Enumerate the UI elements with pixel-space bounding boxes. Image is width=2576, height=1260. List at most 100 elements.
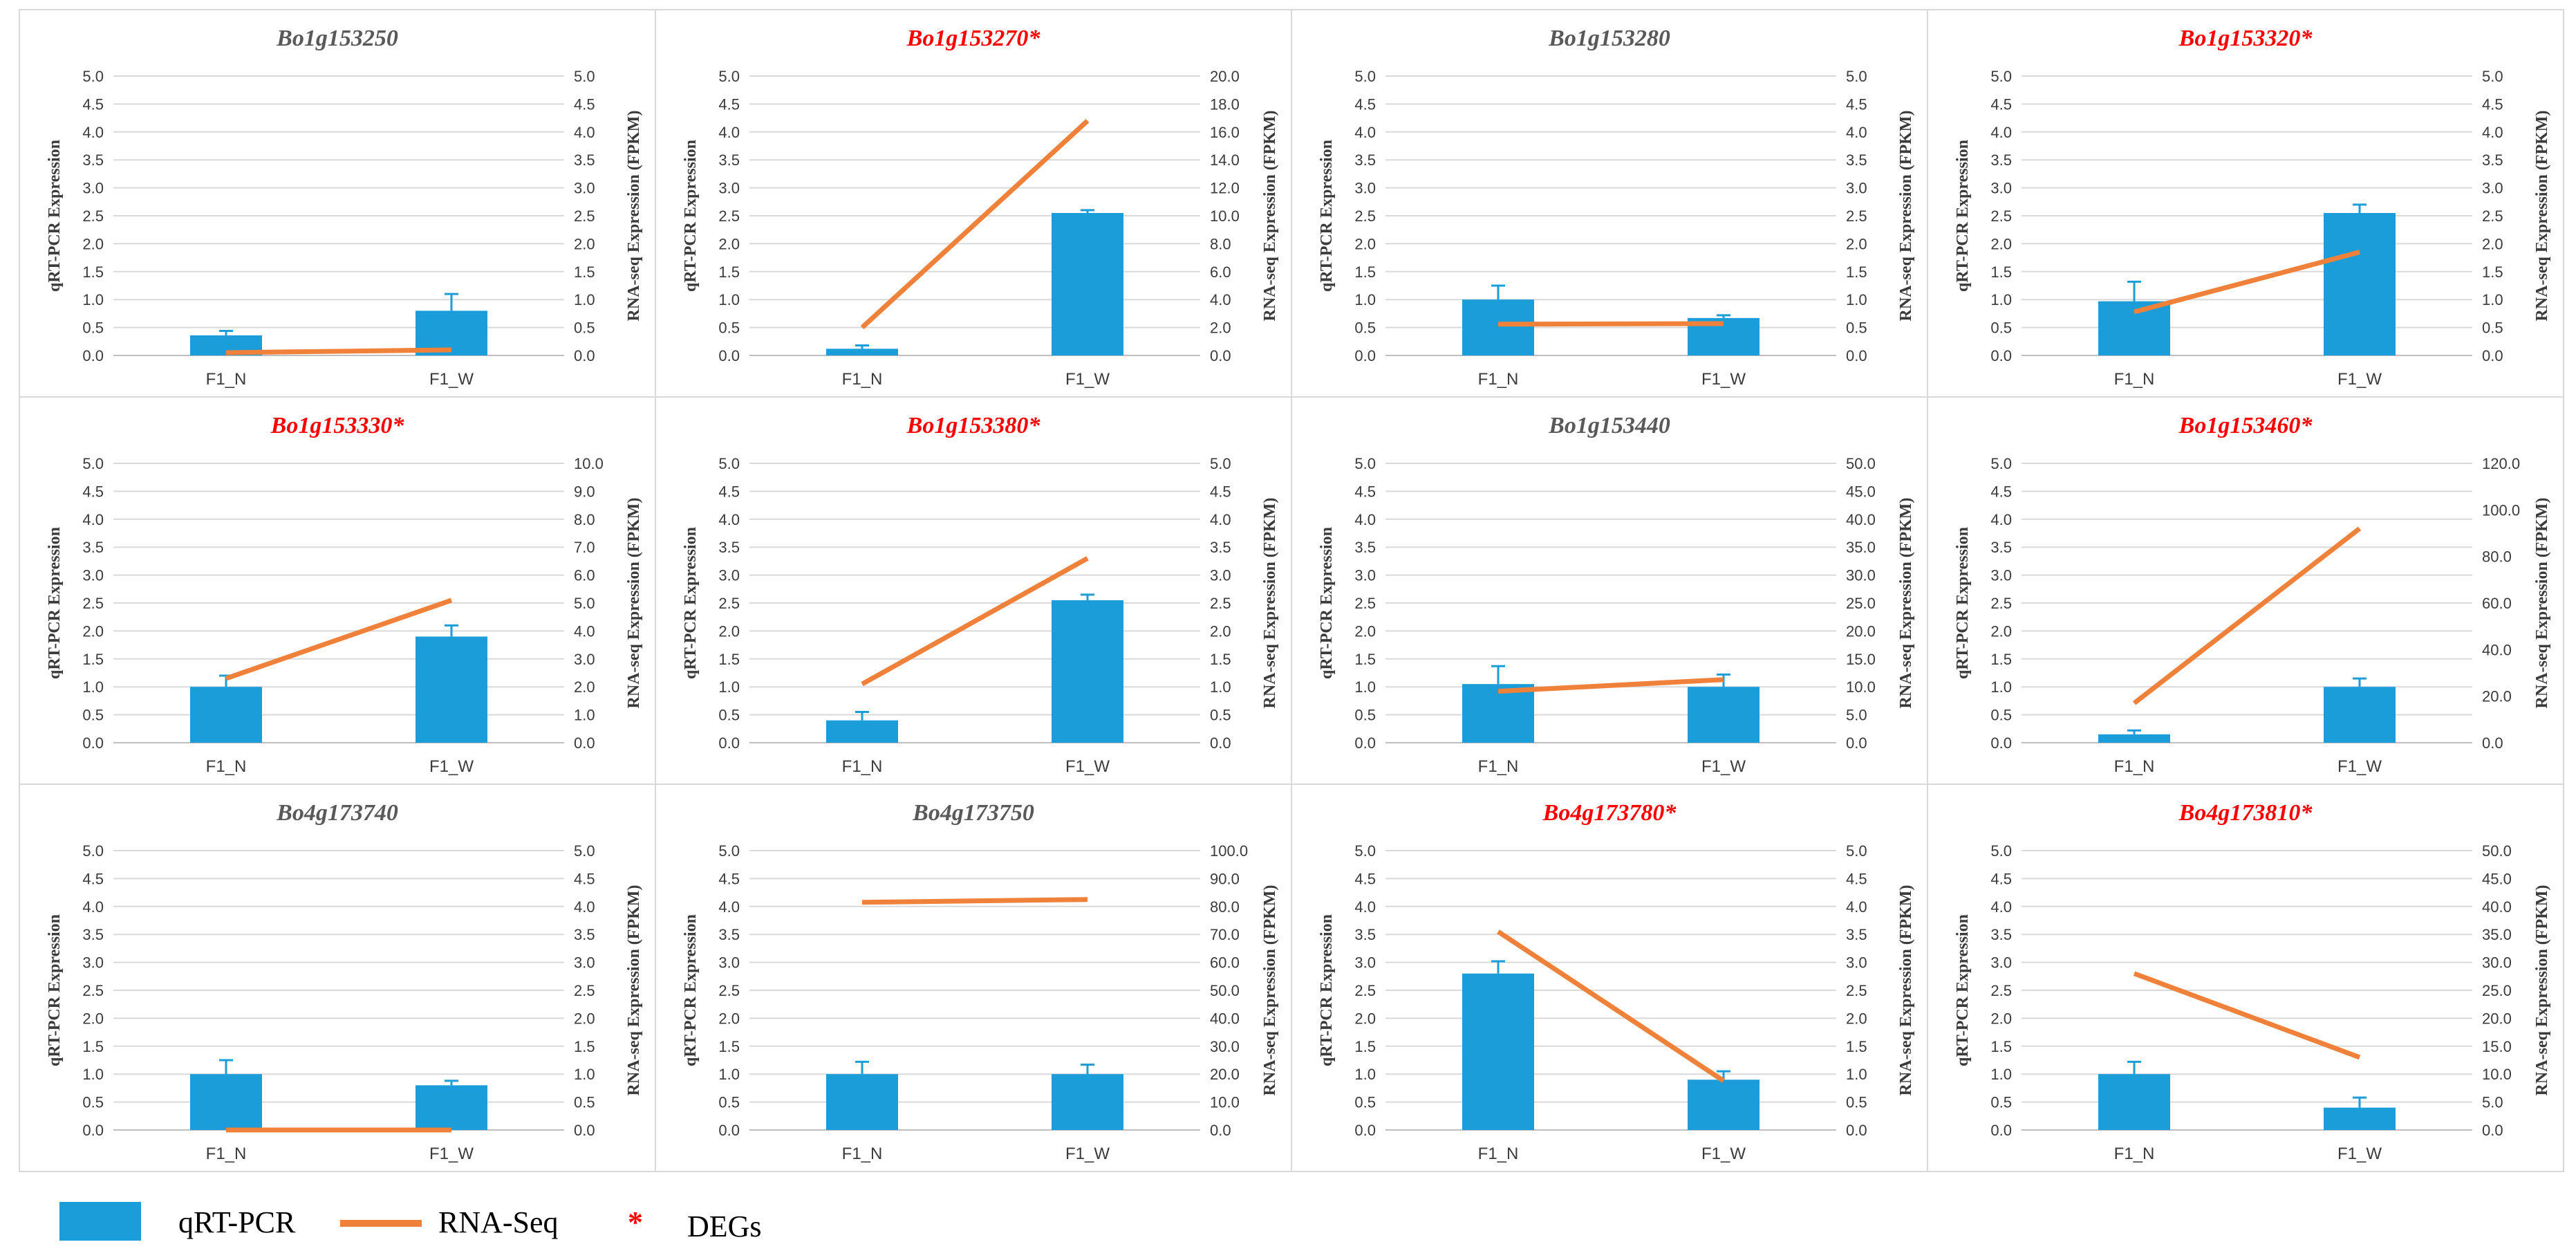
y2-tick-label: 100.0 [2482, 501, 2520, 519]
y2-tick-label: 60.0 [1210, 954, 1240, 972]
bar [1462, 684, 1534, 743]
y2-tick-label: 5.0 [574, 842, 595, 860]
bar [2324, 1107, 2396, 1130]
bar [190, 1074, 262, 1130]
y2-tick-label: 2.5 [1846, 982, 1867, 999]
y2-tick-label: 7.0 [574, 539, 595, 556]
y-tick-label: 2.5 [82, 982, 104, 999]
y2-tick-label: 1.5 [1210, 651, 1231, 668]
y2-tick-label: 3.0 [574, 180, 595, 197]
y-tick-label: 1.5 [1990, 263, 2012, 281]
y-tick-label: 2.5 [82, 595, 104, 612]
y2-tick-label: 10.0 [2482, 1066, 2512, 1083]
y-tick-label: 3.0 [1354, 567, 1376, 584]
y-tick-label: 4.5 [718, 95, 740, 113]
y-tick-label: 2.5 [1354, 982, 1376, 999]
bar [826, 1074, 898, 1130]
y2-tick-label: 20.0 [1846, 622, 1876, 640]
y-tick-label: 2.0 [718, 235, 740, 252]
y2-tick-label: 0.0 [1210, 347, 1231, 364]
y-tick-label: 3.5 [1354, 539, 1376, 556]
y2-tick-label: 0.0 [1846, 347, 1867, 364]
y2-tick-label: 4.0 [574, 622, 595, 640]
y2-axis-label: RNA-seq Expression (FPKM) [625, 498, 643, 709]
y2-tick-label: 15.0 [2482, 1038, 2512, 1055]
y2-tick-label: 70.0 [1210, 926, 1240, 943]
y2-tick-label: 3.0 [1210, 567, 1231, 584]
chart-title: Bo4g173740 [276, 800, 398, 826]
y-tick-label: 1.5 [1354, 1038, 1376, 1055]
y-tick-label: 1.0 [82, 1066, 104, 1083]
y2-tick-label: 14.0 [1210, 151, 1240, 169]
y-tick-label: 4.0 [1990, 124, 2012, 141]
y-tick-label: 1.5 [718, 263, 740, 281]
y-tick-label: 5.0 [1354, 455, 1376, 472]
y-tick-label: 2.0 [82, 235, 104, 252]
y-tick-label: 2.5 [718, 595, 740, 612]
chart-title: Bo4g173780* [1542, 800, 1677, 826]
legend-label-qrtpcr: qRT-PCR [178, 1205, 296, 1239]
y2-tick-label: 2.5 [2482, 207, 2503, 225]
y2-tick-label: 6.0 [1210, 263, 1231, 281]
y-tick-label: 3.0 [1990, 180, 2012, 197]
y-axis-label: qRT-PCR Expression [46, 140, 64, 292]
y-tick-label: 4.5 [718, 483, 740, 500]
y2-tick-label: 0.5 [574, 319, 595, 337]
y-axis-label: qRT-PCR Expression [1318, 527, 1336, 679]
chart-panel-4: Bo1g153320* 0.0 0.5 1.0 1.5 2.0 2.5 3.0 3.5 4.0 4.… [1927, 9, 2564, 398]
y2-tick-label: 45.0 [2482, 870, 2512, 887]
x-tick-label: F1_W [1065, 757, 1110, 776]
y-tick-label: 1.0 [82, 291, 104, 308]
x-tick-label: F1_N [206, 1145, 247, 1163]
y-axis-label: qRT-PCR Expression [1954, 914, 1972, 1066]
y2-tick-label: 0.0 [1210, 734, 1231, 752]
y-tick-label: 3.5 [718, 151, 740, 169]
y2-tick-label: 0.0 [2482, 1122, 2503, 1139]
y-tick-label: 3.5 [1354, 151, 1376, 169]
y2-tick-label: 3.0 [2482, 180, 2503, 197]
y2-tick-label: 4.5 [574, 870, 595, 887]
chart-title: Bo1g153460* [2178, 413, 2313, 438]
y-tick-label: 4.0 [718, 124, 740, 141]
y2-tick-label: 3.0 [1846, 954, 1867, 972]
y-tick-label: 2.5 [718, 207, 740, 225]
y2-tick-label: 10.0 [1210, 207, 1240, 225]
y2-tick-label: 5.0 [574, 68, 595, 85]
y-tick-label: 2.0 [1354, 622, 1376, 640]
y-tick-label: 2.5 [1990, 982, 2012, 999]
y-tick-label: 2.0 [718, 622, 740, 640]
y-tick-label: 4.5 [1354, 870, 1376, 887]
y-tick-label: 1.5 [1990, 1038, 2012, 1055]
legend-asterisk: * [628, 1205, 643, 1239]
legend-label-rnaseq: RNA-Seq [438, 1205, 559, 1239]
y2-tick-label: 1.0 [1846, 291, 1867, 308]
y2-tick-label: 2.0 [574, 235, 595, 252]
y-tick-label: 0.5 [82, 1094, 104, 1111]
y-tick-label: 5.0 [718, 455, 740, 472]
y-tick-label: 3.5 [718, 539, 740, 556]
y2-tick-label: 1.5 [1846, 263, 1867, 281]
chart-panel-2: Bo1g153270* 0.0 0.5 1.0 1.5 2.0 2.5 3.0 3.5 4.0 4.… [655, 9, 1292, 398]
panel-border [19, 784, 656, 1172]
rnaseq-line [860, 119, 1090, 330]
y-tick-label: 1.5 [1354, 263, 1376, 281]
y2-tick-label: 2.5 [1210, 595, 1231, 612]
rnaseq-line [1497, 677, 1724, 694]
y2-tick-label: 1.5 [1846, 1038, 1867, 1055]
y2-tick-label: 5.0 [1210, 455, 1231, 472]
y-tick-label: 0.0 [1354, 1122, 1376, 1139]
y2-tick-label: 2.0 [1210, 319, 1231, 337]
y2-tick-label: 0.0 [574, 734, 595, 752]
y-tick-label: 1.0 [1990, 678, 2012, 696]
y-tick-label: 0.5 [1354, 319, 1376, 337]
y2-tick-label: 30.0 [2482, 954, 2512, 972]
y-tick-label: 1.5 [718, 1038, 740, 1055]
chart-panel-6: Bo1g153380* 0.0 0.5 1.0 1.5 2.0 2.5 3.0 3.5 4.0 4.… [655, 396, 1292, 785]
y-axis-label: qRT-PCR Expression [1318, 914, 1336, 1066]
bar [2098, 734, 2170, 743]
panel-border [655, 396, 1292, 785]
y-tick-label: 0.0 [1990, 1122, 2012, 1139]
y-tick-label: 0.5 [1354, 1094, 1376, 1111]
y2-tick-label: 4.0 [2482, 124, 2503, 141]
y2-tick-label: 50.0 [1210, 982, 1240, 999]
